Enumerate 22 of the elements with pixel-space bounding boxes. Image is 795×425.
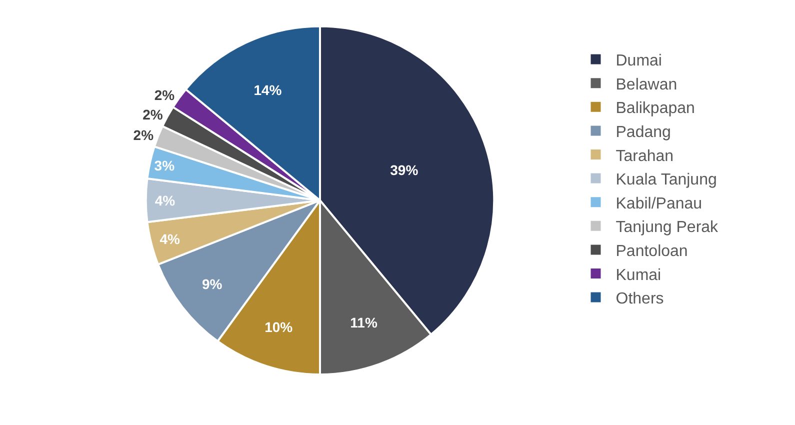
legend-label: Kumai	[616, 266, 662, 284]
data-label: 4%	[154, 192, 176, 208]
data-label: 14%	[254, 82, 282, 98]
data-label: 3%	[154, 158, 176, 174]
data-label: 2%	[154, 87, 176, 104]
legend-label: Padang	[616, 124, 671, 141]
data-label: 2%	[133, 127, 154, 144]
data-label: 39%	[390, 162, 419, 178]
legend-label: Belawan	[616, 76, 678, 94]
legend-label: Tanjung Perak	[616, 219, 720, 236]
legend-label: Tarahan	[616, 148, 674, 165]
legend-label: Kabil/Panau	[616, 195, 702, 212]
legend-label: Dumai	[616, 52, 662, 70]
legend-label: Pantoloan	[616, 242, 688, 260]
data-label: 2%	[142, 106, 164, 123]
legend-label: Balikpapan	[616, 100, 695, 118]
legend-label: Others	[616, 290, 664, 308]
data-label: 10%	[264, 318, 294, 335]
data-label: 11%	[350, 314, 378, 331]
data-label: 4%	[160, 230, 180, 247]
legend-label: Kuala Tanjung	[616, 172, 717, 189]
data-label: 9%	[202, 276, 223, 292]
